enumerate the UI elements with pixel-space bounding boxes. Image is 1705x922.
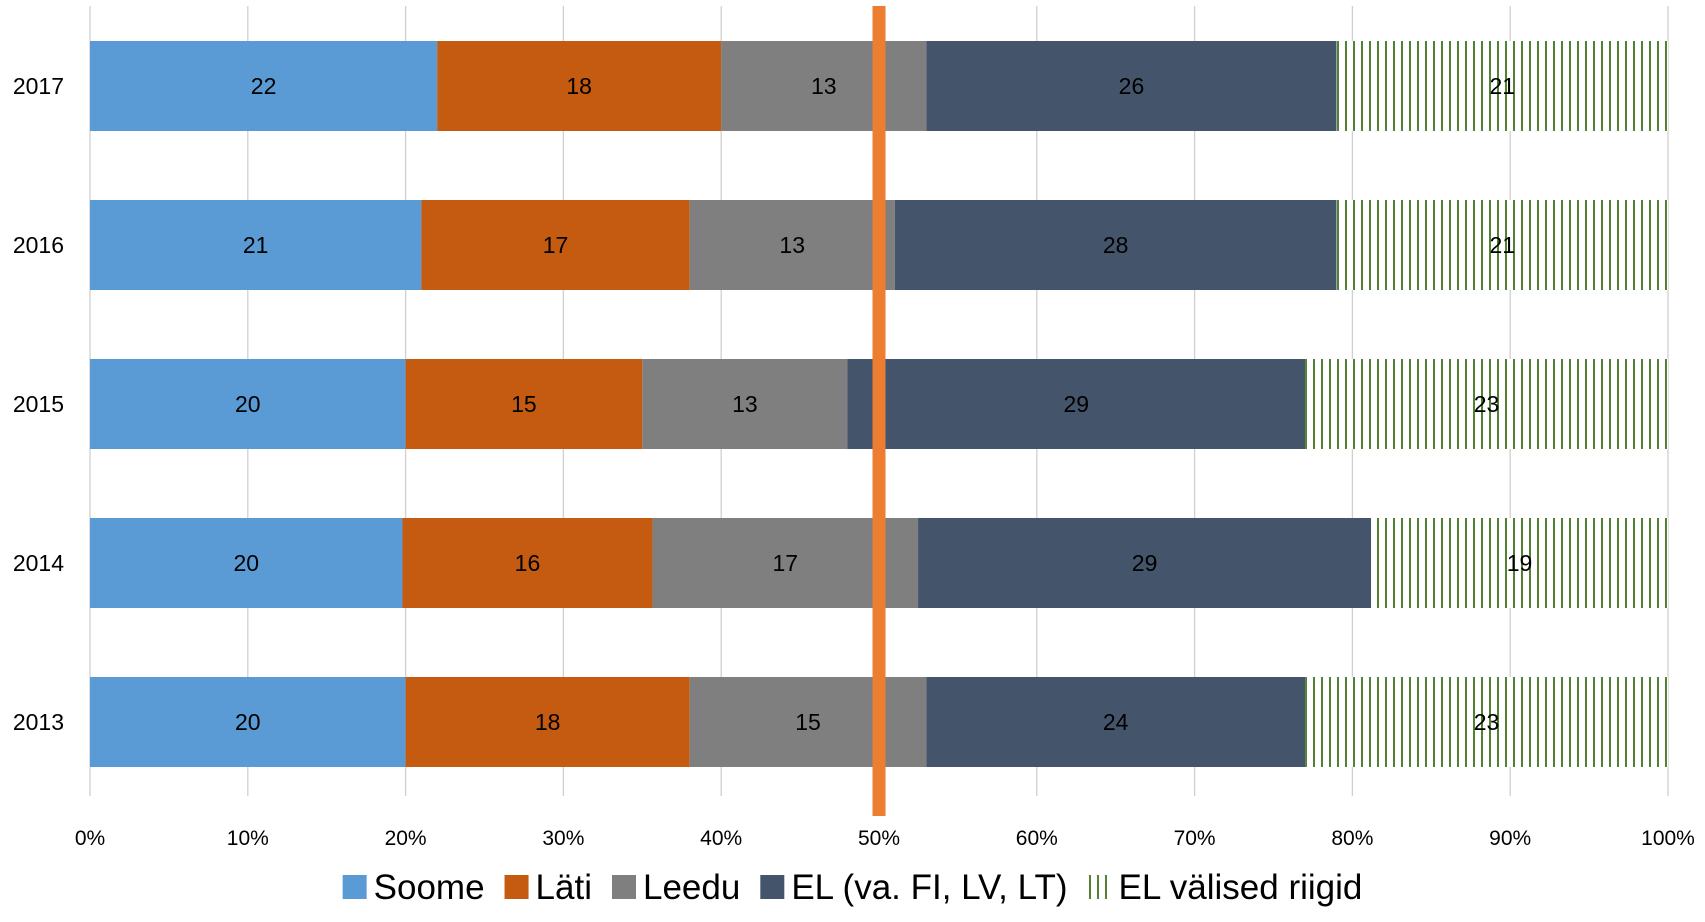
data-label: 24: [1103, 709, 1129, 735]
data-label: 29: [1063, 391, 1089, 417]
data-label: 19: [1507, 550, 1533, 576]
x-tick-label: 90%: [1489, 827, 1531, 850]
bar-segment-el-va-fi-lv-lt: [926, 41, 1337, 131]
legend-label-leedu: Leedu: [643, 868, 740, 907]
bar-segment-leedu: [689, 677, 927, 767]
x-tick-label: 50%: [858, 827, 900, 850]
data-label: 17: [543, 232, 569, 258]
legend-swatch-el-v-lised-riigid: [1087, 875, 1112, 899]
data-label: 13: [779, 232, 805, 258]
data-label: 21: [1490, 73, 1516, 99]
x-tick-label: 80%: [1331, 827, 1373, 850]
x-tick-label: 60%: [1016, 827, 1058, 850]
data-label: 20: [233, 550, 259, 576]
data-label: 18: [566, 73, 592, 99]
x-tick-label: 100%: [1641, 827, 1695, 850]
data-label: 28: [1103, 232, 1129, 258]
data-label: 16: [515, 550, 541, 576]
bar-segment-el-v-lised-riigid: [1305, 677, 1668, 767]
legend-label-el-v-lised-riigid: EL välised riigid: [1119, 868, 1363, 907]
bar-segment-l-ti: [405, 359, 643, 449]
y-category-label: 2015: [13, 391, 64, 417]
y-category-label: 2014: [13, 550, 64, 576]
bar-segment-soome: [90, 359, 406, 449]
bar-segment-el-va-fi-lv-lt: [926, 677, 1306, 767]
bar-segment-el-v-lised-riigid: [1336, 200, 1668, 290]
bar-segment-leedu: [721, 41, 927, 131]
bar-segment-soome: [90, 200, 422, 290]
data-label: 23: [1474, 391, 1500, 417]
bar-segment-soome: [90, 518, 403, 608]
bar-segment-l-ti: [405, 677, 690, 767]
data-label: 22: [251, 73, 277, 99]
legend-label-l-ti: Läti: [536, 868, 592, 907]
data-label: 20: [235, 709, 261, 735]
data-label: 21: [1490, 232, 1516, 258]
bar-segment-el-v-lised-riigid: [1336, 41, 1668, 131]
data-labels: 22 18 13 26 21 21 17 13 28 21 20 15 13 29 23 20 16 17 29 19…: [233, 73, 1532, 735]
bar-segment-soome: [90, 677, 406, 767]
legend-swatch-soome: [342, 875, 367, 899]
legend-swatch-el-va-fi-lv-lt: [760, 875, 785, 899]
bar-segment-el-va-fi-lv-lt: [894, 200, 1337, 290]
x-tick-label: 20%: [385, 827, 427, 850]
x-tick-label: 40%: [700, 827, 742, 850]
bar-segment-el-v-lised-riigid: [1371, 518, 1668, 608]
data-label: 20: [235, 391, 261, 417]
data-label: 29: [1132, 550, 1158, 576]
data-label: 17: [772, 550, 798, 576]
bar-segment-el-va-fi-lv-lt: [918, 518, 1372, 608]
legend-swatch-leedu: [611, 875, 636, 899]
legend-swatch-l-ti: [504, 875, 529, 899]
bar-segment-soome: [90, 41, 438, 131]
legend-label-soome: Soome: [374, 868, 485, 907]
data-label: 15: [795, 709, 821, 735]
data-label: 23: [1474, 709, 1500, 735]
data-label: 18: [535, 709, 561, 735]
data-label: 15: [511, 391, 537, 417]
data-label: 13: [811, 73, 837, 99]
data-label: 21: [243, 232, 269, 258]
y-category-label: 2017: [13, 73, 64, 99]
bars: [90, 41, 1668, 767]
x-tick-label: 10%: [227, 827, 269, 850]
axes: 0% 10% 20% 30% 40% 50% 60% 70% 80% 90% 100%2017201…: [13, 73, 1695, 850]
bar-segment-l-ti: [437, 41, 722, 131]
data-label: 26: [1119, 73, 1145, 99]
bar-segment-leedu: [689, 200, 895, 290]
bar-segment-l-ti: [402, 518, 653, 608]
x-tick-label: 30%: [542, 827, 584, 850]
bar-segment-el-v-lised-riigid: [1305, 359, 1668, 449]
data-label: 13: [732, 391, 758, 417]
bar-segment-leedu: [642, 359, 848, 449]
y-category-label: 2013: [13, 709, 64, 735]
bar-segment-el-va-fi-lv-lt: [847, 359, 1306, 449]
bar-segment-l-ti: [421, 200, 690, 290]
x-tick-label: 0%: [75, 827, 105, 850]
x-tick-label: 70%: [1174, 827, 1216, 850]
y-category-label: 2016: [13, 232, 64, 258]
legend-label-el-va-fi-lv-lt: EL (va. FI, LV, LT): [791, 868, 1067, 907]
legend: Soome Läti Leedu EL (va. FI, LV, LT) EL väli…: [342, 868, 1363, 907]
